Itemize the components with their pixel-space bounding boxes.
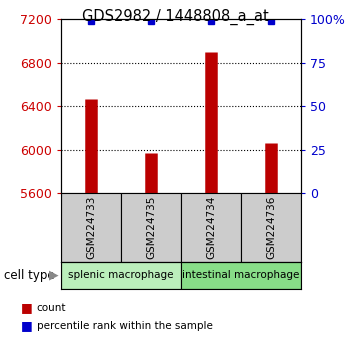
Bar (121, 193, 181, 262)
Text: GSM224735: GSM224735 (146, 196, 156, 259)
Text: count: count (37, 303, 66, 313)
Text: ▶: ▶ (49, 269, 59, 282)
Text: splenic macrophage: splenic macrophage (69, 270, 174, 280)
Text: GDS2982 / 1448808_a_at: GDS2982 / 1448808_a_at (82, 9, 268, 25)
Text: ■: ■ (20, 319, 32, 332)
Bar (61, 262, 181, 289)
Text: GSM224733: GSM224733 (86, 196, 96, 259)
Bar (241, 193, 301, 262)
Bar (181, 193, 241, 262)
Text: ■: ■ (20, 302, 32, 314)
Text: GSM224734: GSM224734 (206, 196, 216, 259)
Text: GSM224736: GSM224736 (266, 196, 276, 259)
Bar (181, 262, 301, 289)
Bar (61, 193, 121, 262)
Text: cell type: cell type (4, 269, 54, 282)
Text: intestinal macrophage: intestinal macrophage (182, 270, 300, 280)
Text: percentile rank within the sample: percentile rank within the sample (37, 321, 213, 331)
